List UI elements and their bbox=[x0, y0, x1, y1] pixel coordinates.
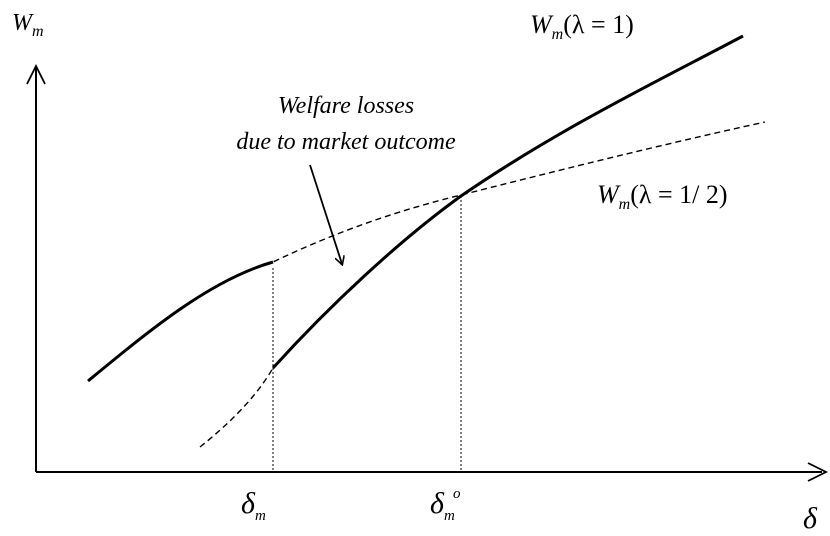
delta-mo-superscript: o bbox=[453, 486, 461, 502]
annotation-line-2: due to market outcome bbox=[236, 129, 456, 155]
annotation-arrow bbox=[309, 164, 342, 264]
delta-m-tick-label: δm bbox=[241, 487, 266, 524]
delta-mo-tick-label: δm bbox=[430, 487, 455, 524]
x-axis-label: δ bbox=[803, 502, 818, 535]
y-axis-arrowhead bbox=[26, 63, 46, 85]
curve-label-lambda1: Wm(λ = 1) bbox=[530, 10, 634, 43]
y-axis-label: Wm bbox=[12, 10, 44, 40]
curve-label-lambda-half: Wm(λ = 1/ 2) bbox=[597, 180, 728, 213]
x-axis-arrowhead bbox=[807, 462, 829, 482]
market-outcome-right-segment bbox=[271, 34, 744, 370]
annotation-line-1: Welfare losses bbox=[278, 93, 414, 119]
curve-lambda-half-dashed bbox=[89, 121, 766, 381]
market-outcome-left-segment bbox=[87, 260, 274, 383]
